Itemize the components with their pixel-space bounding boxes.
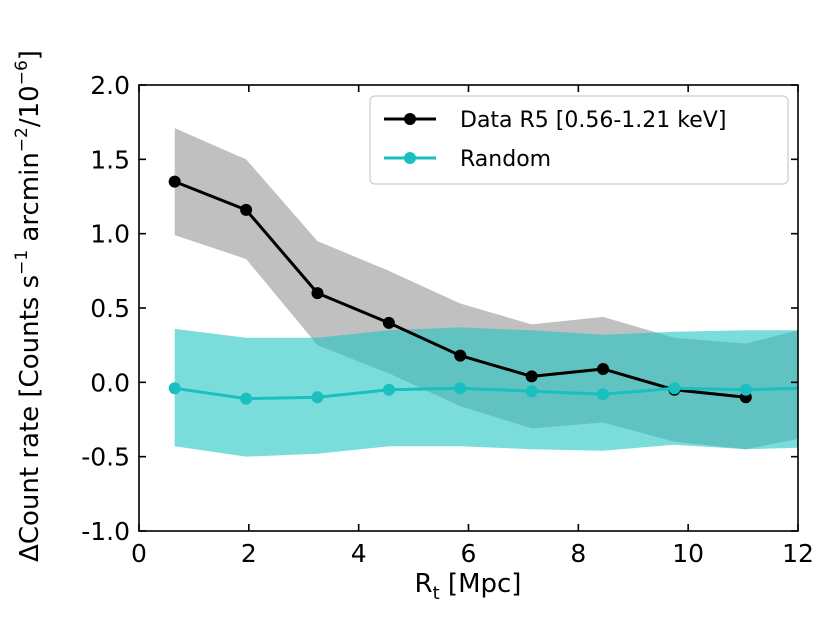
legend-marker-random bbox=[404, 152, 416, 164]
bands bbox=[174, 128, 799, 457]
point-series-1 bbox=[739, 383, 752, 396]
band-series-1 bbox=[174, 327, 799, 457]
legend-marker-data bbox=[404, 113, 416, 125]
x-tick-label: 10 bbox=[672, 539, 704, 568]
x-tick-label: 12 bbox=[782, 539, 814, 568]
ticks: 0 2 4 6 8 10 12 -1.0 -0.5 0.0 0.5 1.0 1.5 2.0 bbox=[81, 71, 814, 568]
line-series-1 bbox=[174, 386, 799, 401]
x-tick-label: 6 bbox=[461, 539, 477, 568]
y-axis-title: ΔCount rate [Counts s−1 arcmin−2/10−6] bbox=[12, 50, 45, 562]
point-series-0 bbox=[168, 175, 181, 188]
y-tick-label: 1.5 bbox=[90, 145, 130, 174]
point-series-0 bbox=[597, 362, 610, 375]
y-tick-label: 1.0 bbox=[90, 220, 130, 249]
y-tick-label: -0.5 bbox=[81, 443, 130, 472]
y-tick-label: -1.0 bbox=[81, 517, 130, 546]
point-series-1 bbox=[668, 382, 681, 395]
point-series-1 bbox=[597, 388, 610, 401]
point-series-1 bbox=[168, 382, 181, 395]
point-series-1 bbox=[382, 383, 395, 396]
x-tick-label: 8 bbox=[570, 539, 586, 568]
y-tick-label: 0.5 bbox=[90, 294, 130, 323]
legend: Data R5 [0.56-1.21 keV] Random bbox=[369, 95, 789, 185]
x-tick-label: 0 bbox=[131, 539, 147, 568]
point-series-0 bbox=[311, 287, 324, 300]
point-series-0 bbox=[382, 316, 395, 329]
x-axis-title: Rt [Mpc] bbox=[415, 569, 522, 604]
y-tick-label: 2.0 bbox=[90, 71, 130, 100]
markers bbox=[168, 175, 752, 405]
legend-label-random: Random bbox=[460, 147, 551, 172]
x-tick-label: 4 bbox=[351, 539, 367, 568]
legend-label-data: Data R5 [0.56-1.21 keV] bbox=[460, 108, 726, 133]
point-series-0 bbox=[240, 203, 253, 216]
y-tick-label: 0.0 bbox=[90, 368, 130, 397]
point-series-1 bbox=[525, 385, 538, 398]
x-tick-label: 2 bbox=[241, 539, 257, 568]
point-series-0 bbox=[454, 349, 467, 362]
point-series-0 bbox=[525, 370, 538, 383]
point-series-1 bbox=[311, 391, 324, 404]
point-series-1 bbox=[240, 392, 253, 405]
legend-box bbox=[369, 95, 789, 185]
point-series-1 bbox=[454, 382, 467, 395]
